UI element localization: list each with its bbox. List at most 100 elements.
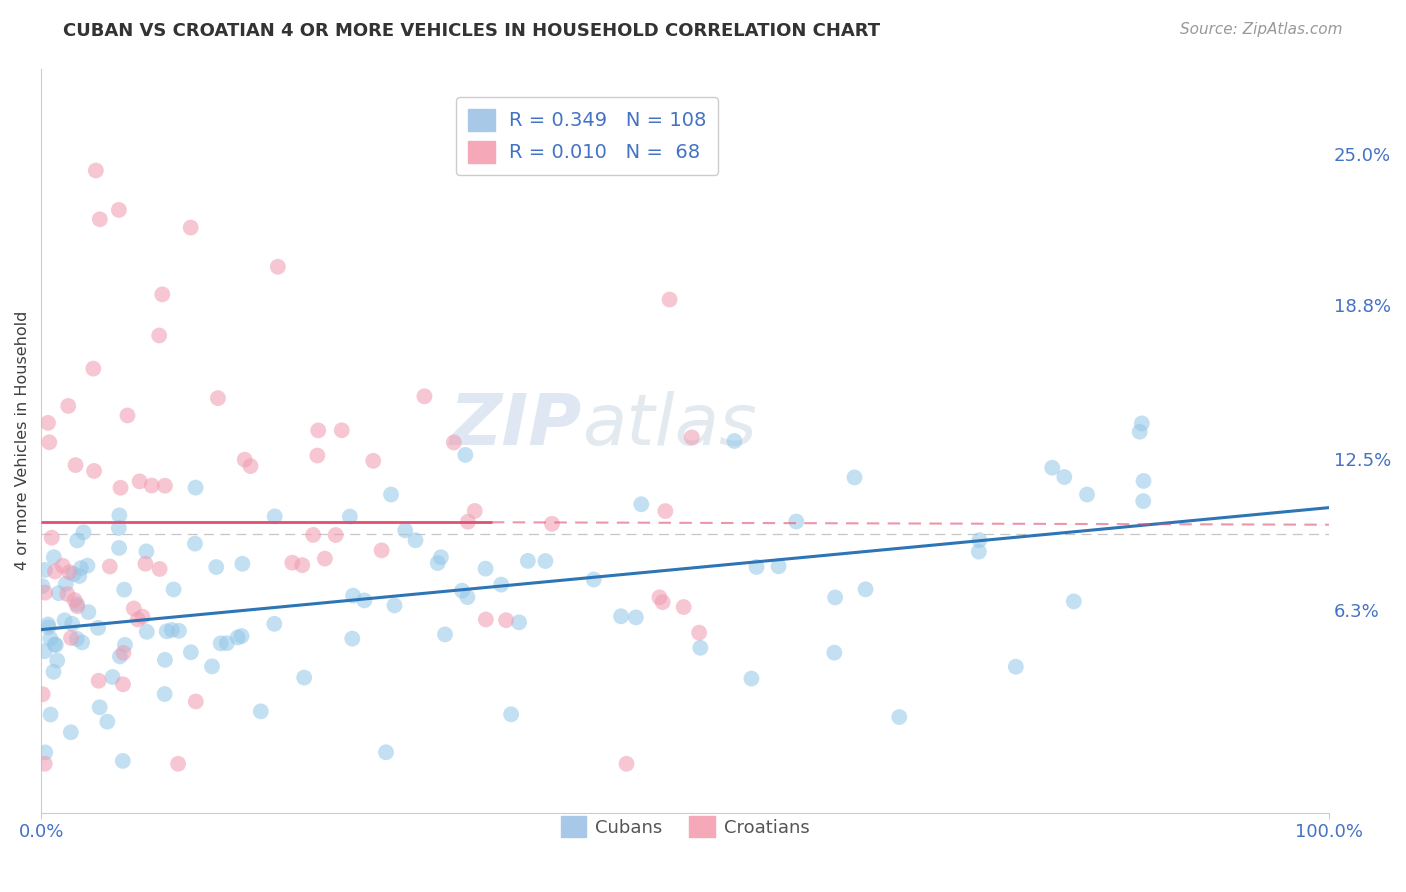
Point [34,563,56,577]
Point [723,434,745,448]
Point [342,589,364,603]
Point [127,612,149,626]
Point [384,599,406,613]
Point [616,756,638,771]
Point [307,423,329,437]
Point [689,640,711,655]
Point [60,631,83,645]
Point [84,163,107,178]
Point [205,560,228,574]
Point [39,632,62,646]
Point [314,551,336,566]
Point [1130,417,1153,431]
Point [404,533,426,548]
Point [39,707,62,722]
Text: CUBAN VS CROATIAN 4 OR MORE VEHICLES IN HOUSEHOLD CORRELATION CHART: CUBAN VS CROATIAN 4 OR MORE VEHICLES IN … [63,22,880,40]
Point [66,632,89,646]
Text: ZIP: ZIP [450,392,582,460]
Point [66,597,89,611]
Point [1004,659,1026,673]
Point [89,212,111,227]
Point [745,560,768,574]
Point [610,609,633,624]
Point [658,293,681,307]
Point [582,573,605,587]
Point [394,524,416,538]
Point [111,677,134,691]
Point [456,590,478,604]
Point [65,458,87,472]
Point [231,557,253,571]
Point [464,504,486,518]
Point [1076,487,1098,501]
Point [654,504,676,518]
Point [824,591,846,605]
Point [823,646,845,660]
Point [108,202,131,217]
Point [41,531,63,545]
Point [42,550,65,565]
Point [263,509,285,524]
Point [226,631,249,645]
Point [72,525,94,540]
Point [52,558,75,573]
Point [325,528,347,542]
Point [122,601,145,615]
Point [648,591,671,605]
Point [141,478,163,492]
Point [508,615,530,630]
Point [430,550,453,565]
Point [31,687,53,701]
Point [153,479,176,493]
Point [160,623,183,637]
Point [302,528,325,542]
Point [263,616,285,631]
Point [34,756,56,771]
Point [380,487,402,501]
Point [70,635,93,649]
Point [501,707,523,722]
Point [98,559,121,574]
Point [267,260,290,274]
Point [239,459,262,474]
Point [128,475,150,489]
Point [56,587,79,601]
Point [112,646,135,660]
Point [451,583,474,598]
Point [101,670,124,684]
Point [108,508,131,523]
Point [96,714,118,729]
Point [495,613,517,627]
Point [361,454,384,468]
Point [87,621,110,635]
Point [167,756,190,771]
Point [413,389,436,403]
Point [624,610,647,624]
Point [740,672,762,686]
Point [342,632,364,646]
Point [149,562,172,576]
Point [167,624,190,638]
Y-axis label: 4 or more Vehicles in Household: 4 or more Vehicles in Household [15,310,30,570]
Point [134,557,156,571]
Point [541,516,564,531]
Point [58,566,80,580]
Point [82,361,104,376]
Point [443,435,465,450]
Point [534,554,557,568]
Point [44,565,66,579]
Point [117,409,139,423]
Point [969,533,991,548]
Point [207,391,229,405]
Point [42,665,65,679]
Point [426,556,449,570]
Point [516,554,538,568]
Point [630,497,652,511]
Point [45,638,67,652]
Point [768,559,790,574]
Point [1132,494,1154,508]
Point [153,653,176,667]
Point [1129,425,1152,439]
Point [34,644,56,658]
Point [46,654,69,668]
